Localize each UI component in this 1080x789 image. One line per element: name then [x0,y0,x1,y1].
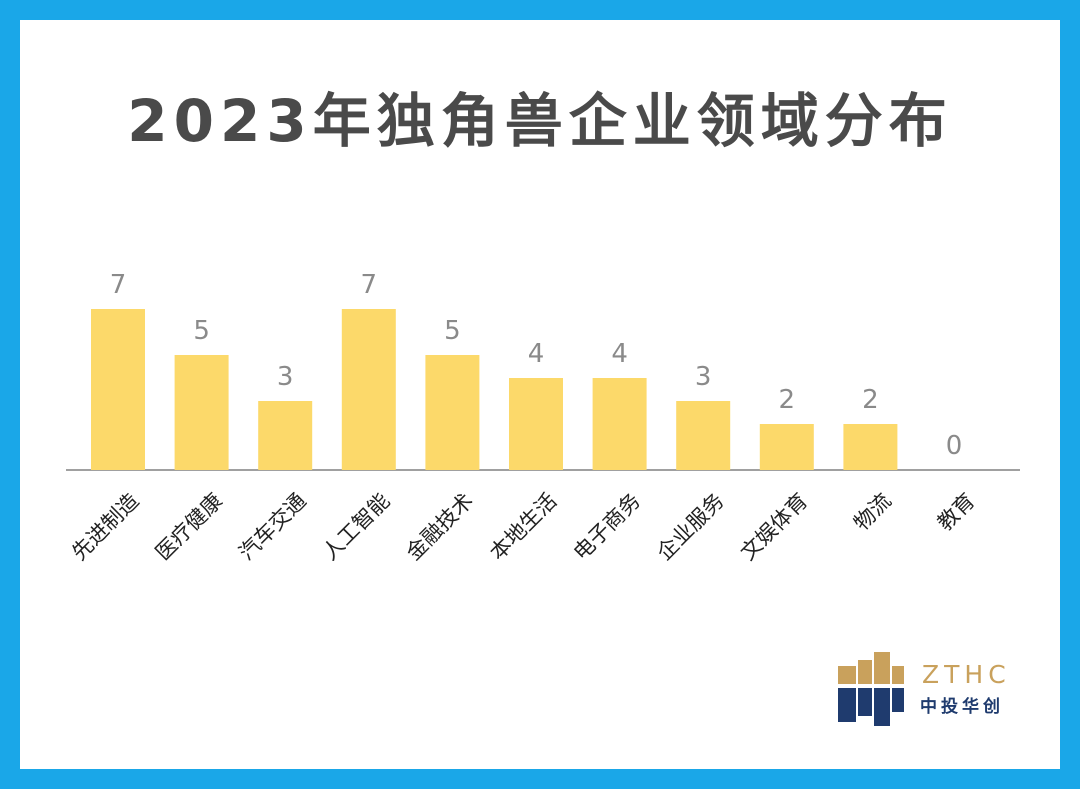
bar-1 [174,355,229,470]
category-label-3: 人工智能 [318,489,394,565]
category-label-8: 文娱体育 [736,489,812,565]
logo-text-english: ZTHC [922,660,1011,689]
category-label-1: 医疗健康 [151,489,227,565]
category-label-6: 电子商务 [569,489,645,565]
bar-6 [592,378,647,470]
bar-8 [759,424,814,470]
bar-7 [676,401,731,470]
bar-value-label-9: 2 [862,385,879,415]
bar-value-label-5: 4 [528,339,545,369]
chart-title: 2023年独角兽企业领域分布 [127,87,953,155]
bar-0 [91,309,145,470]
company-logo: ZTHC 中投华创 [838,652,1028,726]
category-label-9: 物流 [849,489,896,536]
bar-value-label-6: 4 [611,339,628,369]
value-labels-group: 7 5 3 7 5 4 4 3 2 2 0 [110,270,963,461]
bars-group [91,309,898,470]
bar-9 [843,424,898,470]
logo-mark-icon [838,652,904,726]
category-label-10: 教育 [933,489,980,536]
category-label-4: 金融技术 [402,489,478,565]
bar-value-label-0: 7 [110,270,127,300]
bar-value-label-8: 2 [779,385,796,415]
category-label-7: 企业服务 [652,489,728,565]
bar-value-label-3: 7 [361,270,378,300]
bar-value-label-4: 5 [444,316,461,346]
bar-value-label-10: 0 [946,431,963,461]
bar-4 [425,355,480,470]
bar-5 [509,378,563,470]
category-label-2: 汽车交通 [234,489,310,565]
bar-2 [258,401,313,470]
bar-3 [341,309,396,470]
bar-value-label-7: 3 [695,362,712,392]
category-label-0: 先进制造 [67,489,143,565]
logo-text-chinese: 中投华创 [920,697,1004,717]
category-label-5: 本地生活 [485,489,561,565]
bar-value-label-2: 3 [277,362,294,392]
category-labels-group: 先进制造 医疗健康 汽车交通 人工智能 金融技术 本地生活 电子商务 企业服务 文娱体育 物流 教育 [67,489,979,565]
bar-value-label-1: 5 [193,316,210,346]
